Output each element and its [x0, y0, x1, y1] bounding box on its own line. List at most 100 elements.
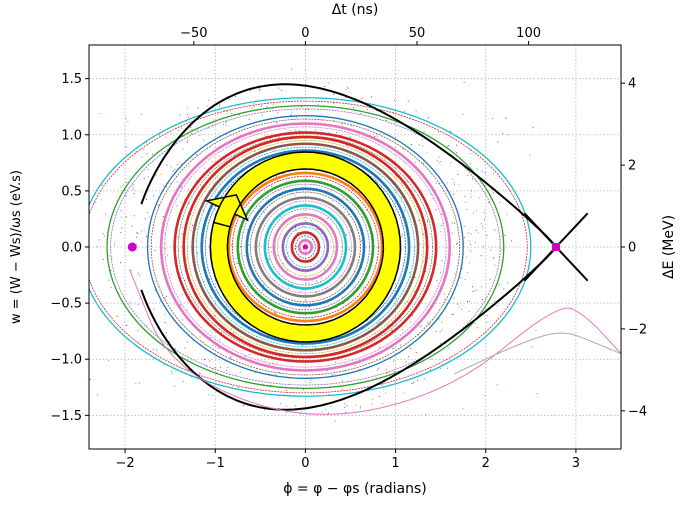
- scatter-point: [137, 272, 139, 274]
- scatter-point: [382, 402, 384, 404]
- scatter-point: [203, 210, 205, 212]
- scatter-point: [164, 248, 166, 250]
- scatter-point: [455, 243, 457, 245]
- scatter-point: [463, 226, 465, 228]
- scatter-point: [402, 148, 404, 150]
- scatter-point: [349, 263, 351, 265]
- scatter-point: [158, 205, 160, 207]
- scatter-point: [126, 325, 128, 327]
- scatter-point: [239, 254, 241, 256]
- scatter-point: [148, 216, 150, 218]
- scatter-point: [275, 350, 277, 352]
- scatter-point: [400, 182, 402, 184]
- scatter-point: [121, 227, 123, 229]
- orbit-ring: [200, 149, 411, 345]
- scatter-point: [330, 406, 332, 408]
- scatter-point: [164, 243, 166, 245]
- scatter-point: [274, 311, 276, 313]
- scatter-point: [482, 228, 484, 230]
- scatter-point: [248, 244, 250, 246]
- scatter-point: [122, 184, 124, 186]
- scatter-point: [174, 385, 176, 387]
- scatter-point: [511, 240, 513, 242]
- scatter-point: [226, 112, 228, 114]
- scatter-point: [427, 321, 429, 323]
- scatter-point: [287, 177, 289, 179]
- scatter-point: [467, 301, 469, 303]
- scatter-point: [231, 327, 233, 329]
- scatter-point: [165, 332, 167, 334]
- scatter-point: [166, 164, 168, 166]
- scatter-point: [212, 183, 214, 185]
- scatter-point: [465, 201, 467, 203]
- scatter-point: [168, 145, 170, 147]
- scatter-point: [181, 227, 183, 229]
- scatter-point: [246, 229, 248, 231]
- scatter-point: [387, 133, 389, 135]
- scatter-point: [502, 132, 504, 134]
- scatter-point: [133, 215, 135, 217]
- scatter-point: [333, 373, 335, 375]
- scatter-point: [295, 230, 297, 232]
- scatter-point: [477, 231, 479, 233]
- scatter-point: [137, 330, 139, 332]
- scatter-point: [124, 189, 126, 191]
- scatter-point: [401, 236, 403, 238]
- scatter-point: [231, 181, 233, 183]
- scatter-point: [247, 286, 249, 288]
- scatter-point: [475, 229, 477, 231]
- scatter-point: [217, 293, 219, 295]
- scatter-point: [209, 337, 211, 339]
- scatter-point: [452, 178, 454, 180]
- scatter-point: [165, 136, 167, 138]
- scatter-point: [491, 118, 493, 120]
- scatter-point: [199, 135, 201, 137]
- scatter-point: [488, 202, 490, 204]
- x-tick-label: 2: [482, 456, 490, 471]
- scatter-point: [232, 385, 234, 387]
- scatter-point: [497, 141, 499, 143]
- scatter-point: [304, 137, 306, 139]
- scatter-point: [372, 398, 374, 400]
- scatter-point: [480, 223, 482, 225]
- scatter-point: [125, 195, 127, 197]
- scatter-point: [188, 188, 190, 190]
- orbit-ring: [295, 235, 316, 259]
- scatter-point: [490, 249, 492, 251]
- scatter-point: [99, 113, 101, 115]
- scatter-point: [340, 134, 342, 136]
- scatter-point: [187, 116, 189, 118]
- scatter-point: [333, 102, 335, 104]
- scatter-point: [219, 155, 221, 157]
- scatter-point: [327, 412, 329, 414]
- scatter-point: [461, 267, 463, 269]
- right-tick-label: −4: [628, 404, 647, 419]
- scatter-point: [396, 176, 398, 178]
- scatter-point: [154, 249, 156, 251]
- scatter-point: [120, 232, 122, 234]
- scatter-point: [166, 186, 168, 188]
- scatter-point: [451, 254, 453, 256]
- scatter-point: [254, 372, 256, 374]
- scatter-point: [212, 126, 214, 128]
- scatter-point: [225, 124, 227, 126]
- scatter-point: [472, 286, 474, 288]
- scatter-point: [333, 120, 335, 122]
- scatter-point: [244, 254, 246, 256]
- scatter-point: [153, 195, 155, 197]
- scatter-point: [275, 374, 277, 376]
- scatter-point: [114, 244, 116, 246]
- scatter-point: [486, 235, 488, 237]
- scatter-point: [220, 366, 222, 368]
- scatter-point: [410, 144, 412, 146]
- scatter-point: [451, 232, 453, 234]
- scatter-point: [308, 109, 310, 111]
- scatter-point: [351, 189, 353, 191]
- scatter-point: [331, 374, 333, 376]
- scatter-point: [158, 204, 160, 206]
- scatter-point: [300, 106, 302, 108]
- scatter-point: [266, 242, 268, 244]
- scatter-point: [416, 379, 418, 381]
- x-axis-label: ϕ = φ − φs (radians): [283, 481, 427, 497]
